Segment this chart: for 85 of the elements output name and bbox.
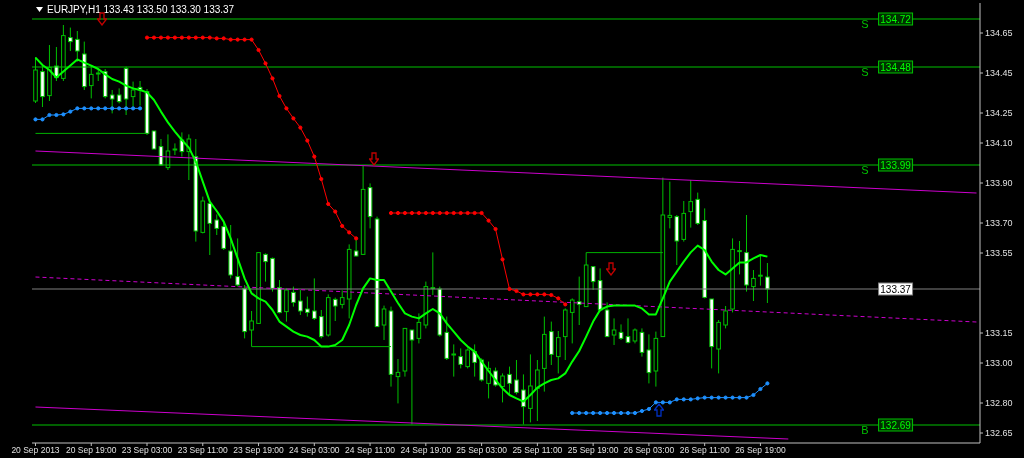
y-tick-label: 134.65 [985,28,1013,39]
candlestick [75,30,80,63]
x-tick-label: 24 Sep 11:00 [345,445,396,456]
x-tick-label: 26 Sep 11:00 [679,445,730,456]
y-tick-label: 133.70 [985,218,1013,229]
candlestick [639,327,645,358]
candlestick [116,87,122,104]
x-tick-label: 26 Sep 03:00 [623,445,675,456]
annotation: S [861,66,869,78]
candlestick [68,27,73,52]
y-tick-label: 133.00 [985,358,1013,369]
ref-line-label: 132.69 [880,419,912,431]
candlestick [249,310,254,348]
candlestick [723,305,728,329]
candlestick [646,333,652,384]
candlestick [179,131,185,158]
candlestick [535,359,540,422]
candlestick [214,213,220,236]
candlestick [737,240,742,275]
candlestick [667,181,673,229]
x-tick-label: 24 Sep 03:00 [289,445,340,456]
candlestick [514,359,519,395]
candlestick [353,239,359,258]
candlestick [458,347,464,369]
candlestick [507,366,512,396]
x-tick-label: 25 Sep 03:00 [456,445,508,456]
y-tick-label: 134.10 [985,138,1013,149]
candlestick [695,192,701,226]
candlestick [618,323,624,341]
candlestick [528,353,533,423]
candlestick [298,289,303,316]
candlestick [751,269,756,302]
candlestick [263,252,268,283]
x-tick-label: 20 Sep 19:00 [65,445,117,456]
candlestick [318,309,324,339]
x-tick-label: 23 Sep 19:00 [233,445,285,456]
x-tick-label: 24 Sep 19:00 [400,445,452,456]
candlestick [465,347,470,369]
y-tick-label: 134.45 [985,68,1013,79]
candlestick [130,81,136,108]
x-tick-label: 25 Sep 11:00 [512,445,563,456]
candlestick [284,287,289,323]
candlestick [312,277,317,321]
candlestick [228,224,233,279]
candlestick [555,330,561,374]
annotation: B [861,424,869,436]
candlestick [611,317,617,346]
annotation: S [861,18,869,30]
candlestick [332,297,338,322]
y-tick-label: 133.90 [985,178,1013,189]
candlestick [409,329,415,425]
candlestick [305,296,310,318]
annotation: S [861,164,869,176]
chart-title: EURJPY,H1 133.43 133.50 133.30 133.37 [47,4,235,15]
candlestick [416,312,422,344]
x-tick-label: 20 Sep 2013 [11,445,60,456]
y-tick-label: 134.25 [985,108,1013,119]
candlestick [569,297,575,344]
y-tick-label: 133.15 [985,328,1013,339]
y-tick-label: 132.65 [985,428,1013,439]
x-tick-label: 25 Sep 19:00 [567,445,619,456]
candlestick [381,305,387,341]
candlestick [549,321,554,366]
x-tick-label: 26 Sep 19:00 [735,445,786,456]
candlestick [451,343,457,378]
x-tick-label: 23 Sep 11:00 [177,445,229,456]
candlestick [235,237,240,288]
candlestick [688,179,694,229]
candlestick [472,343,477,378]
candlestick [291,286,296,308]
x-tick-label: 23 Sep 03:00 [121,445,173,456]
candlestick [765,262,770,304]
ref-line-label: 134.72 [880,13,912,25]
candlestick [500,372,505,403]
candlestick [207,202,213,256]
candlestick [576,276,582,326]
ref-line-label: 134.48 [880,61,912,73]
y-tick-label: 133.55 [985,248,1013,259]
candlestick [221,221,227,251]
candlestick [758,255,763,287]
y-tick-label: 132.80 [985,398,1013,409]
ref-line-label: 133.37 [880,283,912,295]
ref-line-label: 133.99 [880,159,912,171]
candlestick [172,142,178,156]
candlestick [625,317,631,344]
